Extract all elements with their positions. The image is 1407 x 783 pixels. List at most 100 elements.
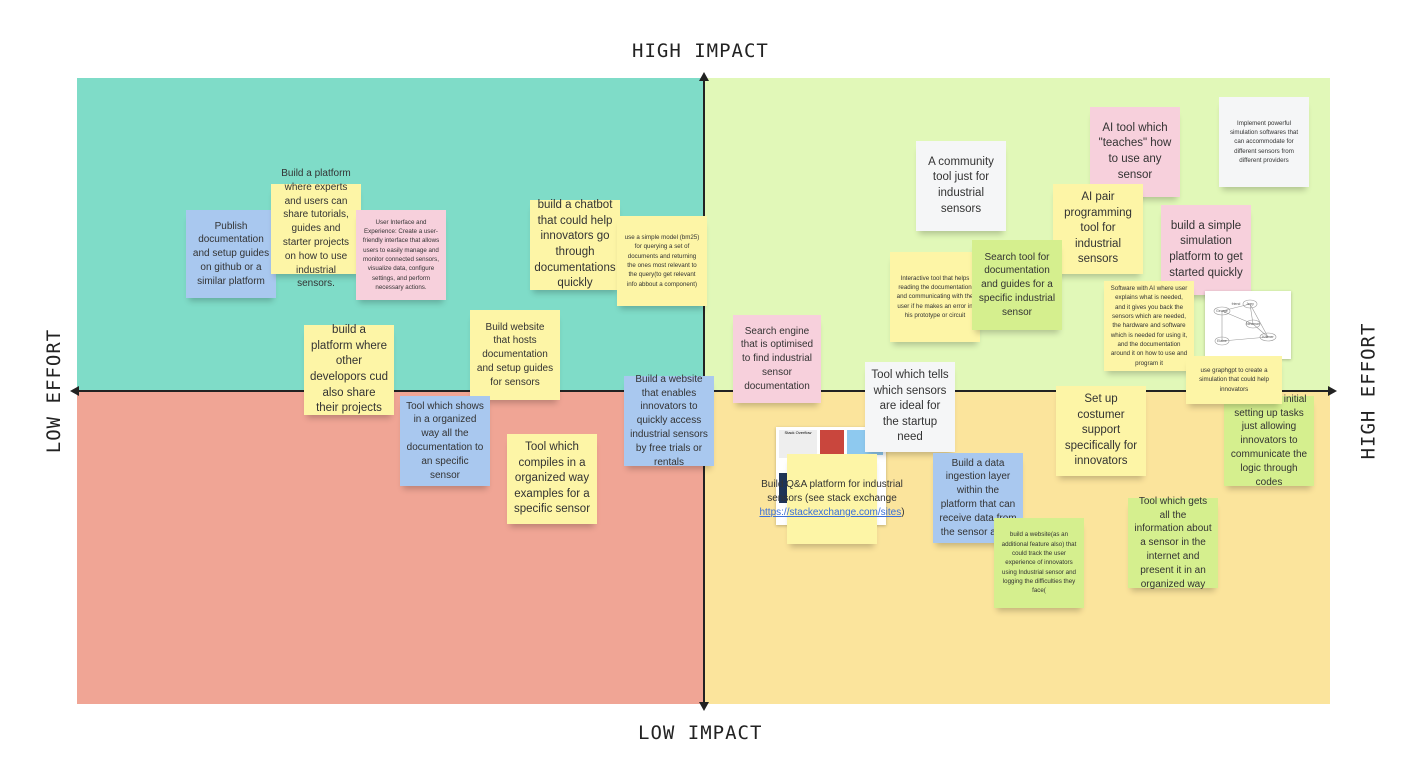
- sticky-note[interactable]: Publish documentation and setup guides o…: [186, 210, 276, 298]
- graph-node: Newman: [1246, 322, 1260, 326]
- label-high-impact: HIGH IMPACT: [632, 40, 769, 62]
- tile: [820, 430, 844, 455]
- sticky-note[interactable]: build a platform where other developors …: [304, 323, 394, 416]
- note-text: Tool which tells which sensors are ideal…: [871, 369, 949, 444]
- note-text: build a chatbot that could help innovato…: [534, 199, 616, 290]
- sticky-note-text: use graphgpt to create a simulation that…: [1192, 366, 1276, 394]
- note-text: use a simple model (bm25) for querying a…: [624, 234, 700, 288]
- graph-diagram-image: George Jerry Elaine Kramer Newman friend: [1205, 291, 1291, 359]
- graph-node: Kramer: [1262, 335, 1274, 339]
- sticky-note-text: Software with AI where user explains wha…: [1110, 284, 1188, 368]
- note-text: A community tool just for industrial sen…: [928, 155, 994, 215]
- graph-node: George: [1216, 309, 1228, 313]
- sticky-note-text: A community tool just for industrial sen…: [922, 155, 1000, 217]
- sticky-note-text: Interactive tool that helps reading the …: [896, 274, 974, 320]
- sticky-note[interactable]: Interactive tool that helps reading the …: [890, 252, 980, 342]
- sticky-note[interactable]: Search engine that is optimised to find …: [733, 315, 821, 403]
- sticky-note[interactable]: Software with AI where user explains wha…: [1104, 281, 1194, 371]
- stackexchange-link[interactable]: https://stackexchange.com/sites: [759, 506, 902, 518]
- sticky-note-text: automating initial setting up tasks just…: [1230, 393, 1308, 490]
- note-text: Software with AI where user explains wha…: [1110, 285, 1188, 367]
- sticky-note[interactable]: Build website that hosts documentation a…: [470, 310, 560, 400]
- sticky-note[interactable]: Implement powerful simulation softwares …: [1219, 97, 1309, 187]
- note-text: Build a website that enables innovators …: [630, 373, 708, 468]
- sticky-note-text: build a chatbot that could help innovato…: [534, 198, 615, 291]
- note-text: Search engine that is optimised to find …: [740, 325, 814, 392]
- sticky-note-text: AI tool which "teaches" how to use any s…: [1096, 121, 1174, 183]
- note-text: AI tool which "teaches" how to use any s…: [1098, 121, 1172, 181]
- note-text: build a platform where other developors …: [310, 324, 388, 415]
- sticky-note-text: Implement powerful simulation softwares …: [1225, 119, 1303, 165]
- note-text: ): [901, 506, 905, 518]
- note-text: Set up costumer support specifically for…: [1064, 393, 1138, 468]
- sticky-note-text: User Interface and Experience: Create a …: [362, 218, 440, 292]
- sticky-note-text: Build a data ingestion layer within the …: [939, 457, 1017, 540]
- note-text: Build website that hosts documentation a…: [476, 321, 554, 388]
- sticky-note-text: Tool which gets all the information abou…: [1134, 495, 1212, 592]
- sticky-note[interactable]: Tool which tells which sensors are ideal…: [865, 362, 955, 452]
- arrow-left-icon: [70, 386, 79, 396]
- sticky-note-text: build a simple simulation platform to ge…: [1167, 219, 1245, 281]
- graph-node: Elaine: [1217, 339, 1227, 343]
- sticky-note[interactable]: build a website(as an additional feature…: [994, 518, 1084, 608]
- sticky-note-text: Build a platform where experts and users…: [277, 167, 355, 291]
- note-text: AI pair programming tool for industrial …: [1064, 191, 1132, 266]
- sticky-note-text: Search engine that is optimised to find …: [739, 325, 815, 394]
- arrow-up-icon: [699, 72, 709, 81]
- label-high-effort: HIGH EFFORT: [1357, 322, 1380, 460]
- sticky-note[interactable]: Build a platform where experts and users…: [271, 168, 361, 289]
- note-text: Search tool for documentation and guides…: [978, 251, 1056, 318]
- sticky-note-text: Tool which tells which sensors are ideal…: [871, 368, 949, 446]
- note-text: use graphgpt to create a simulation that…: [1199, 367, 1269, 393]
- sticky-note-text: use a simple model (bm25) for querying a…: [623, 233, 701, 289]
- sticky-note[interactable]: Build a website that enables innovators …: [624, 374, 714, 468]
- sticky-note[interactable]: use graphgpt to create a simulation that…: [1186, 356, 1282, 404]
- note-text: Interactive tool that helps reading the …: [896, 274, 974, 319]
- arrow-right-icon: [1328, 386, 1337, 396]
- sticky-note-text: Tool which compiles in a organized way e…: [513, 440, 591, 518]
- note-text: Implement powerful simulation softwares …: [1229, 119, 1299, 164]
- sticky-note[interactable]: Tool which gets all the information abou…: [1128, 496, 1218, 590]
- sticky-note[interactable]: User Interface and Experience: Create a …: [356, 210, 446, 300]
- tile: [779, 473, 789, 503]
- arrow-down-icon: [699, 702, 709, 711]
- label-low-effort: LOW EFFORT: [43, 328, 66, 454]
- sticky-note[interactable]: Build Q&A platform for industrial sensor…: [759, 454, 905, 544]
- sticky-note[interactable]: Tool which compiles in a organized way e…: [507, 434, 597, 524]
- note-text: User Interface and Experience: Create a …: [362, 218, 440, 291]
- sticky-note-text: Set up costumer support specifically for…: [1062, 392, 1140, 470]
- note-text: Tool which gets all the information abou…: [1134, 495, 1212, 590]
- sticky-note[interactable]: Tool which shows in a organized way all …: [400, 396, 490, 486]
- sticky-note-text: Build a website that enables innovators …: [630, 373, 708, 470]
- sticky-note-text: Search tool for documentation and guides…: [978, 251, 1056, 320]
- sticky-note[interactable]: Search tool for documentation and guides…: [972, 240, 1062, 330]
- graph-edge-label: friend: [1232, 302, 1241, 306]
- note-text: build a website(as an additional feature…: [1001, 531, 1077, 595]
- note-text: automating initial setting up tasks just…: [1230, 393, 1308, 488]
- sticky-note[interactable]: build a simple simulation platform to ge…: [1161, 205, 1251, 295]
- note-text: Tool which shows in a organized way all …: [406, 400, 484, 481]
- note-text: build a simple simulation platform to ge…: [1169, 219, 1243, 279]
- note-text: Build a data ingestion layer within the …: [939, 457, 1017, 538]
- note-text: Build Q&A platform for industrial sensor…: [761, 479, 903, 505]
- sticky-note[interactable]: build a chatbot that could help innovato…: [530, 198, 620, 291]
- label-low-impact: LOW IMPACT: [638, 722, 763, 744]
- sticky-note[interactable]: automating initial setting up tasks just…: [1224, 394, 1314, 488]
- sticky-note-text: Tool which shows in a organized way all …: [406, 400, 484, 483]
- graph-node: Jerry: [1246, 302, 1254, 306]
- sticky-note[interactable]: use a simple model (bm25) for querying a…: [617, 216, 707, 306]
- sticky-note[interactable]: AI pair programming tool for industrial …: [1053, 184, 1143, 274]
- sticky-note-text: build a website(as an additional feature…: [1000, 530, 1078, 595]
- sticky-note-text: Build Q&A platform for industrial sensor…: [759, 478, 904, 519]
- stack-overflow-tile: Stack Overflow: [779, 430, 817, 458]
- sticky-note-text: Publish documentation and setup guides o…: [192, 220, 270, 289]
- sticky-note[interactable]: AI tool which "teaches" how to use any s…: [1090, 107, 1180, 197]
- sticky-note[interactable]: A community tool just for industrial sen…: [916, 141, 1006, 231]
- note-text: Publish documentation and setup guides o…: [192, 220, 270, 287]
- sticky-note-text: Build website that hosts documentation a…: [476, 321, 554, 390]
- sticky-note-text: AI pair programming tool for industrial …: [1059, 190, 1137, 268]
- note-text: Build a platform where experts and users…: [281, 167, 351, 290]
- note-text: Tool which compiles in a organized way e…: [513, 441, 591, 516]
- sticky-note-text: build a platform where other developors …: [310, 323, 388, 416]
- sticky-note[interactable]: Set up costumer support specifically for…: [1056, 386, 1146, 476]
